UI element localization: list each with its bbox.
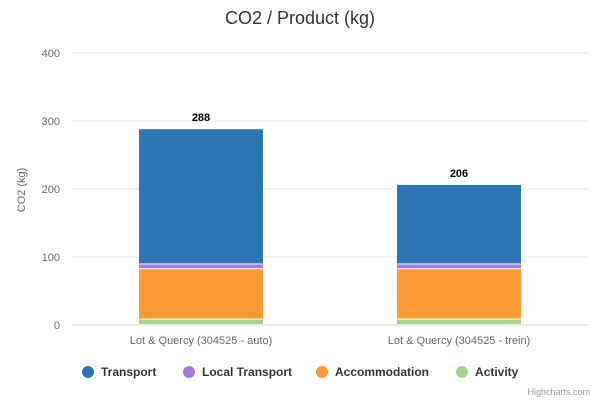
- total-labels: 288 206: [192, 112, 468, 180]
- bar-segment-activity[interactable]: [139, 319, 263, 324]
- y-tick-label: 100: [42, 252, 60, 264]
- bar-total-label: 206: [450, 168, 468, 180]
- bar-segment-activity[interactable]: [397, 319, 521, 324]
- y-tick-label: 200: [42, 184, 60, 196]
- x-category-label: Lot & Quercy (304525 - auto): [130, 335, 272, 347]
- legend-label: Transport: [101, 365, 156, 379]
- legend[interactable]: Transport Local Transport Accommodation Act…: [82, 365, 519, 379]
- legend-marker: [316, 366, 328, 378]
- y-axis-ticks: 0 100 200 300 400: [42, 48, 60, 332]
- y-axis-title: CO2 (kg): [16, 168, 28, 213]
- legend-item-local-transport[interactable]: Local Transport: [183, 365, 292, 379]
- legend-label: Local Transport: [202, 365, 292, 379]
- legend-item-activity[interactable]: Activity: [456, 365, 519, 379]
- legend-marker: [82, 366, 94, 378]
- bar-segment-transport[interactable]: [397, 184, 521, 264]
- legend-item-transport[interactable]: Transport: [82, 365, 156, 379]
- legend-marker: [456, 366, 468, 378]
- bar-total-label: 288: [192, 112, 210, 124]
- x-category-label: Lot & Quercy (304525 - trein): [388, 335, 530, 347]
- category-labels: Lot & Quercy (304525 - auto) Lot & Quercy…: [130, 335, 530, 347]
- credits-link[interactable]: Highcharts.com: [527, 387, 590, 397]
- bar-segment-local-transport[interactable]: [139, 264, 263, 269]
- bar-segment-local-transport[interactable]: [397, 264, 521, 269]
- chart-title: CO2 / Product (kg): [225, 8, 375, 28]
- bar-segment-accommodation[interactable]: [139, 269, 263, 319]
- y-tick-label: 300: [42, 116, 60, 128]
- bar-segment-transport[interactable]: [139, 129, 263, 264]
- legend-label: Accommodation: [335, 365, 429, 379]
- y-tick-label: 400: [42, 48, 60, 60]
- bar-segment-accommodation[interactable]: [397, 269, 521, 319]
- y-tick-label: 0: [54, 320, 60, 332]
- legend-marker: [183, 366, 195, 378]
- bars: [139, 129, 521, 324]
- legend-item-accommodation[interactable]: Accommodation: [316, 365, 429, 379]
- legend-label: Activity: [475, 365, 519, 379]
